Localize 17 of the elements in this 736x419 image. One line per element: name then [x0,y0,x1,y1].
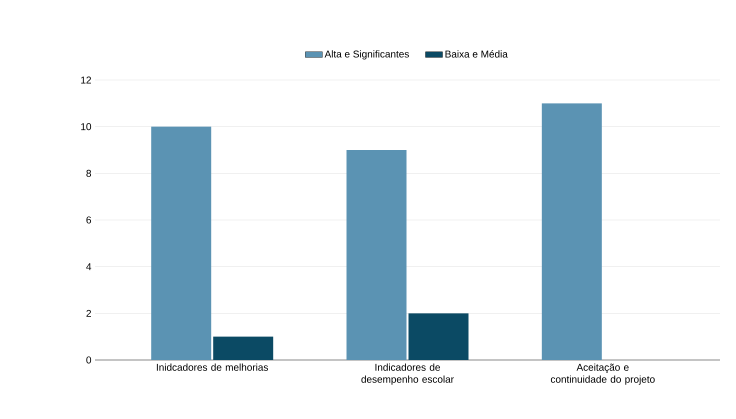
bar [542,103,602,360]
y-tick-label: 2 [86,310,91,317]
y-tick-label: 6 [86,216,92,224]
y-tick-label: 8 [86,170,92,177]
x-tick-label: Indicadores de desempenho escolar [361,364,454,385]
y-tick-label: 10 [81,123,92,130]
bar [346,150,407,360]
legend-label: Baixa e Média [446,50,508,58]
bar [213,336,274,360]
legend-label: Alta e Significantes [324,50,409,60]
bar [408,313,469,360]
x-tick-label: Aceitação e continuidade do projeto [550,364,655,385]
x-tick-label: Inidcadores de melhorias [156,364,268,371]
y-tick-label: 0 [86,356,92,364]
y-tick-label: 4 [86,263,92,270]
bar [151,126,212,360]
y-tick-label: 12 [81,76,91,84]
